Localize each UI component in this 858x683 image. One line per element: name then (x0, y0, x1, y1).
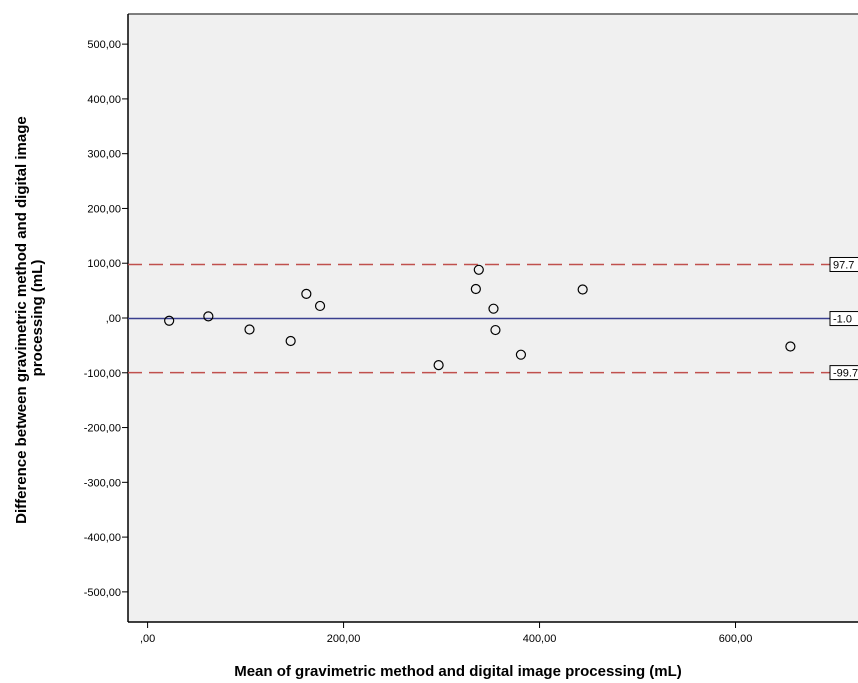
y-tick-label: ,00 (106, 313, 121, 325)
data-point (490, 324, 501, 336)
y-tick-label: -400,00 (84, 532, 121, 544)
data-point (285, 335, 296, 347)
x-tick-label: ,00 (140, 633, 155, 645)
mean-difference-label: -1.0 (833, 314, 852, 326)
y-axis-title-line-1: Difference between gravimetric method an… (13, 116, 30, 524)
upper-limit-label: 97.7 (833, 259, 854, 271)
data-point (785, 341, 796, 352)
lower-limit-label-box (829, 365, 858, 381)
reference-lines: 97.7 -1.0 -99.7 (128, 256, 858, 381)
y-tick-label: -500,00 (84, 587, 121, 599)
data-points (164, 264, 796, 371)
y-tick-label: -200,00 (84, 423, 121, 435)
y-tick-label: 300,00 (87, 149, 121, 161)
data-point (488, 303, 499, 314)
data-point (244, 324, 255, 335)
data-point (470, 283, 481, 295)
mean-difference-label-box (829, 311, 858, 327)
upper-limit-label-box (829, 256, 858, 272)
data-point (301, 288, 312, 299)
x-tick-label: 200,00 (327, 633, 361, 645)
data-point (577, 284, 588, 295)
y-tick-label: 100,00 (87, 258, 121, 270)
y-tick-label: -300,00 (84, 477, 121, 489)
x-tick-label: 600,00 (719, 633, 753, 645)
y-tick-label: -100,00 (84, 368, 121, 380)
x-axis-title: Mean of gravimetric method and digital i… (234, 663, 682, 680)
data-point (515, 349, 527, 360)
data-point (314, 300, 326, 312)
data-point (473, 264, 484, 275)
y-tick-label: 200,00 (87, 203, 121, 215)
lower-limit-label: -99.7 (833, 368, 858, 380)
y-axis-title: Difference between gravimetric method an… (13, 112, 46, 524)
data-point (164, 315, 175, 326)
data-point (433, 360, 444, 371)
y-tick-label: 500,00 (87, 39, 121, 51)
data-point (203, 311, 214, 322)
x-tick-label: 400,00 (523, 633, 557, 645)
y-tick-label: 400,00 (87, 94, 121, 106)
y-axis-ticks: 500,00 400,00 300,00 200,00 100,00 ,00 -100,00… (84, 39, 128, 599)
x-axis-ticks: ,00 200,00 400,00 600,00 (140, 622, 752, 645)
y-axis-title-line-2: processing (mL) (29, 260, 46, 377)
